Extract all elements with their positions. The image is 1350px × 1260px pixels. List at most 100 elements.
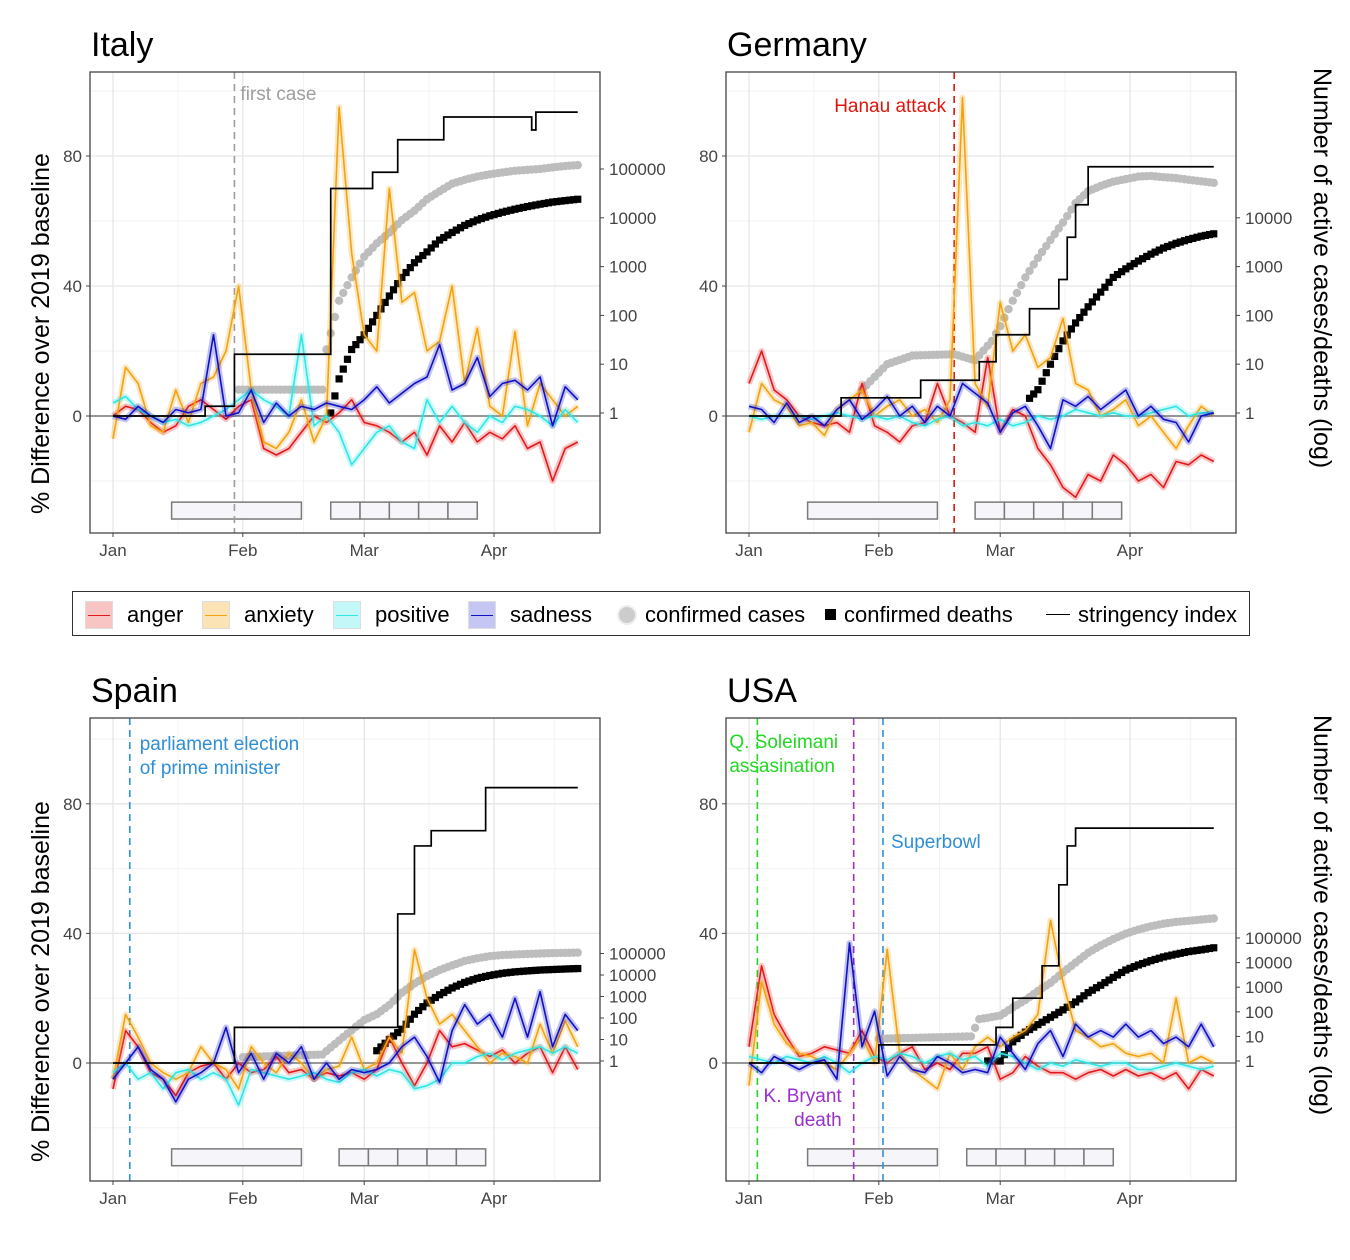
panel-title: Spain bbox=[91, 672, 178, 710]
confirmed-cases-point bbox=[1029, 260, 1038, 269]
x-tick-label: Jan bbox=[735, 1189, 762, 1208]
confirmed-deaths-point bbox=[423, 248, 431, 256]
confirmed-deaths-point bbox=[557, 965, 565, 973]
confirmed-deaths-point bbox=[1105, 976, 1113, 984]
right-axis-title-bottom: Number of active cases/deaths (log) bbox=[1308, 715, 1336, 1116]
right-tick-label: 1 bbox=[609, 404, 618, 423]
period-box bbox=[1003, 501, 1035, 520]
confirmed-cases-point bbox=[1016, 280, 1026, 290]
confirmed-deaths-point bbox=[515, 967, 523, 976]
confirmed-deaths-point bbox=[435, 991, 444, 999]
confirmed-cases-point bbox=[343, 280, 352, 290]
legend-item-cases: confirmed cases bbox=[617, 592, 805, 637]
period-box bbox=[965, 1148, 997, 1167]
confirmed-deaths-point bbox=[406, 264, 414, 272]
confirmed-deaths-point bbox=[469, 976, 477, 984]
period-box bbox=[170, 1148, 303, 1167]
confirmed-deaths-point bbox=[1038, 377, 1046, 385]
confirmed-cases-point bbox=[1004, 305, 1013, 314]
right-tick-label: 10 bbox=[609, 355, 628, 374]
confirmed-deaths-point bbox=[331, 392, 339, 400]
confirmed-deaths-point bbox=[984, 1057, 992, 1065]
confirmed-deaths-point bbox=[381, 1039, 389, 1047]
left-axis-title-top: % Difference over 2019 baseline bbox=[27, 153, 55, 514]
right-tick-label: 100 bbox=[609, 1009, 637, 1028]
period-box bbox=[396, 1148, 428, 1167]
panel-title: USA bbox=[727, 672, 797, 710]
confirmed-deaths-point bbox=[356, 336, 364, 344]
confirmed-deaths-point bbox=[1030, 390, 1038, 398]
confirmed-cases-point bbox=[1037, 247, 1047, 257]
confirmed-deaths-point bbox=[1168, 951, 1176, 959]
confirmed-deaths-point bbox=[1055, 345, 1063, 353]
confirmed-deaths-point bbox=[461, 978, 469, 987]
confirmed-deaths-point bbox=[1109, 273, 1117, 282]
confirmed-deaths-point bbox=[1126, 964, 1134, 972]
confirmed-deaths-point bbox=[1130, 260, 1138, 268]
confirmed-deaths-point bbox=[1101, 979, 1109, 987]
confirmed-deaths-point bbox=[1097, 981, 1105, 989]
period-box bbox=[170, 501, 303, 520]
confirmed-deaths-point bbox=[1084, 989, 1092, 997]
period-box bbox=[806, 501, 939, 520]
confirmed-deaths-point bbox=[1151, 955, 1159, 964]
confirmed-deaths-point bbox=[427, 996, 435, 1004]
period-box bbox=[367, 1148, 399, 1167]
confirmed-deaths-point bbox=[532, 201, 540, 209]
x-tick-label: Mar bbox=[350, 541, 380, 560]
confirmed-deaths-point bbox=[435, 236, 444, 244]
panel-germany: Germany Hanau attack 0 40 80 Jan Feb Mar Apr 1 10 1… bbox=[699, 26, 1292, 560]
y-tick-label: 0 bbox=[73, 1054, 82, 1073]
right-tick-label: 10000 bbox=[1245, 954, 1292, 973]
confirmed-deaths-point bbox=[1092, 984, 1101, 992]
confirmed-cases-point bbox=[1012, 288, 1022, 298]
period-box bbox=[974, 501, 1006, 520]
right-tick-label: 10000 bbox=[1245, 209, 1292, 228]
legend-item-stringency: stringency index bbox=[1046, 592, 1237, 637]
confirmed-deaths-point bbox=[410, 1010, 419, 1018]
confirmed-deaths-point bbox=[1092, 293, 1101, 301]
confirmed-cases-point bbox=[347, 273, 356, 282]
confirmed-deaths-point bbox=[419, 1003, 427, 1011]
confirmed-deaths-point bbox=[1201, 231, 1209, 239]
confirmed-deaths-point bbox=[528, 202, 536, 210]
right-tick-label: 10000 bbox=[609, 966, 656, 985]
confirmed-deaths-point bbox=[389, 1032, 398, 1040]
confirmed-deaths-point bbox=[536, 966, 544, 974]
confirmed-deaths-point bbox=[1155, 246, 1163, 254]
confirmed-deaths-point bbox=[1143, 252, 1151, 261]
confirmed-deaths-point bbox=[431, 993, 439, 1002]
confirmed-deaths-point bbox=[507, 968, 515, 976]
confirmed-deaths-point bbox=[1013, 1034, 1021, 1043]
confirmed-deaths-point bbox=[1164, 952, 1172, 960]
confirmed-deaths-point bbox=[494, 209, 502, 218]
confirmed-deaths-point bbox=[532, 966, 540, 974]
confirmed-deaths-point bbox=[1071, 319, 1080, 327]
confirmed-deaths-point bbox=[469, 218, 477, 226]
x-tick-label: Feb bbox=[864, 541, 893, 560]
confirmed-cases-point bbox=[1033, 253, 1043, 263]
period-box bbox=[806, 1148, 939, 1167]
period-box bbox=[455, 1148, 487, 1167]
confirmed-deaths-point bbox=[482, 972, 490, 981]
confirmed-deaths-point bbox=[557, 197, 565, 205]
period-box bbox=[1032, 501, 1064, 520]
confirmed-cases-point bbox=[339, 288, 348, 298]
confirmed-deaths-point bbox=[523, 202, 532, 211]
right-tick-label: 100000 bbox=[609, 945, 666, 964]
confirmed-deaths-point bbox=[565, 965, 573, 973]
period-box bbox=[388, 501, 420, 520]
confirmed-deaths-point bbox=[377, 305, 385, 313]
confirmed-deaths-point bbox=[440, 233, 448, 242]
confirmed-cases-point bbox=[1054, 224, 1064, 233]
confirmed-deaths-point bbox=[444, 986, 452, 994]
x-tick-label: Jan bbox=[99, 541, 126, 560]
right-tick-label: 100 bbox=[1245, 306, 1273, 325]
confirmed-deaths-point bbox=[1205, 230, 1214, 239]
period-box bbox=[338, 1148, 370, 1167]
confirmed-deaths-point bbox=[335, 375, 343, 383]
confirmed-deaths-point bbox=[427, 244, 435, 252]
confirmed-cases-point bbox=[1058, 218, 1068, 227]
event-label: parliament election bbox=[140, 734, 299, 755]
confirmed-deaths-point bbox=[431, 240, 439, 248]
